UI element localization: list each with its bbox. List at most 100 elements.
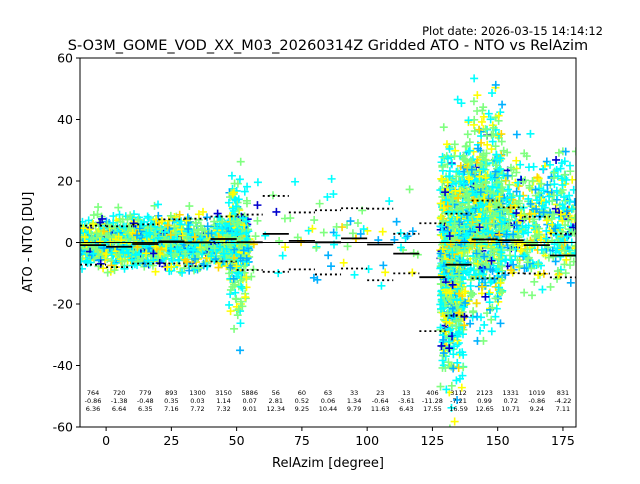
data-point xyxy=(332,231,341,240)
data-point xyxy=(542,216,551,225)
data-point xyxy=(560,260,569,269)
data-point xyxy=(487,315,496,324)
data-point xyxy=(462,229,471,238)
data-point xyxy=(481,292,490,301)
data-point xyxy=(464,195,473,204)
data-point xyxy=(551,257,560,266)
data-point xyxy=(455,265,464,274)
data-point xyxy=(178,231,187,240)
data-point xyxy=(196,221,205,230)
data-point xyxy=(310,216,319,225)
data-point xyxy=(489,123,498,132)
data-point xyxy=(272,207,281,216)
data-point xyxy=(470,74,479,83)
data-point xyxy=(118,257,127,266)
data-point xyxy=(443,178,452,187)
data-point xyxy=(192,239,201,248)
data-point xyxy=(529,162,538,171)
data-point xyxy=(483,140,492,149)
data-point xyxy=(555,223,564,232)
data-point xyxy=(327,262,336,271)
data-point xyxy=(460,237,469,246)
x-tick-label: 150 xyxy=(486,433,510,448)
data-point xyxy=(403,232,412,241)
data-point xyxy=(203,213,212,222)
data-point xyxy=(477,138,486,147)
data-point xyxy=(500,217,509,226)
data-point xyxy=(191,219,200,228)
data-point xyxy=(281,243,290,252)
data-point xyxy=(137,254,146,263)
plot-date: Plot date: 2026-03-15 14:14:12 xyxy=(422,24,603,38)
data-point xyxy=(227,171,236,180)
data-point xyxy=(154,200,163,209)
data-point xyxy=(520,149,529,158)
data-point xyxy=(548,210,557,219)
data-point xyxy=(438,228,447,237)
data-point xyxy=(253,178,262,187)
data-point xyxy=(488,89,497,98)
data-point xyxy=(308,224,317,233)
data-point xyxy=(176,220,185,229)
data-point xyxy=(569,185,576,194)
bin-std: 7.32 xyxy=(216,405,230,413)
data-point xyxy=(520,251,529,260)
data-point xyxy=(238,302,247,311)
data-point xyxy=(549,168,558,177)
data-point xyxy=(239,262,248,271)
data-point xyxy=(443,154,452,163)
data-point xyxy=(233,311,242,320)
bin-mean: -11.28 xyxy=(422,397,443,405)
data-point xyxy=(379,261,388,270)
data-point xyxy=(171,249,180,258)
data-point xyxy=(89,211,98,220)
data-point xyxy=(478,106,487,115)
data-point xyxy=(486,115,495,124)
bin-count: 33 xyxy=(350,389,358,397)
data-point xyxy=(243,199,252,208)
data-point xyxy=(462,211,471,220)
data-point xyxy=(492,304,501,313)
data-point xyxy=(80,233,89,242)
data-point xyxy=(477,117,486,126)
data-point xyxy=(512,187,521,196)
y-tick-label: 0 xyxy=(65,235,73,250)
data-point xyxy=(503,148,512,157)
data-point xyxy=(442,196,451,205)
data-point xyxy=(491,80,500,89)
data-point xyxy=(519,252,528,261)
data-point xyxy=(149,249,158,258)
data-point xyxy=(309,273,318,282)
bin-mean: 0.03 xyxy=(190,397,204,405)
y-tick-label: -40 xyxy=(53,358,73,373)
data-point xyxy=(348,229,357,238)
data-point xyxy=(203,222,212,231)
data-point xyxy=(474,213,483,222)
data-point xyxy=(460,312,469,321)
data-point xyxy=(491,161,500,170)
bin-std: 11.63 xyxy=(371,405,390,413)
data-point xyxy=(498,169,507,178)
data-point xyxy=(471,271,480,280)
data-point xyxy=(363,226,372,235)
data-point xyxy=(163,221,172,230)
data-point xyxy=(129,219,138,228)
data-point xyxy=(230,324,239,333)
data-point xyxy=(470,127,479,136)
x-tick-label: 175 xyxy=(551,433,575,448)
data-point xyxy=(532,205,541,214)
data-point xyxy=(547,228,556,237)
bin-mean: 0.35 xyxy=(164,397,178,405)
data-point xyxy=(461,287,470,296)
data-point xyxy=(530,239,539,248)
data-point xyxy=(439,203,448,212)
bin-std: 9.79 xyxy=(347,405,361,413)
data-point xyxy=(497,130,506,139)
data-point xyxy=(450,152,459,161)
bin-count: 764 xyxy=(87,389,99,397)
data-point xyxy=(449,350,458,359)
data-point xyxy=(215,242,224,251)
data-point xyxy=(482,208,491,217)
data-point xyxy=(364,265,373,274)
data-point xyxy=(89,220,98,229)
